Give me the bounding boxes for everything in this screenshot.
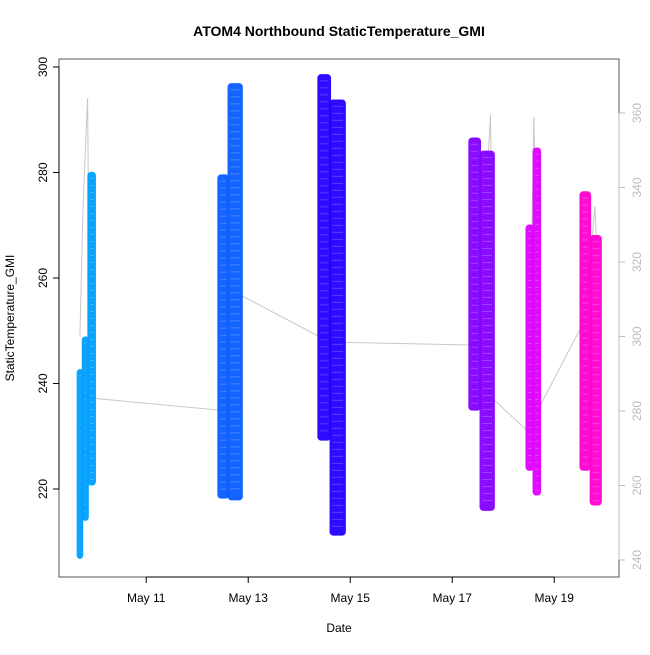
y2-tick-label: 240	[630, 550, 644, 570]
x-tick-label: May 17	[433, 591, 473, 605]
y2-tick-label: 320	[630, 252, 644, 272]
y-tick-label: 240	[36, 373, 50, 393]
flight-4-point-cluster	[479, 150, 495, 511]
flight-2-point-cluster	[217, 174, 230, 499]
x-tick-label: May 11	[127, 591, 166, 605]
x-tick-label: May 15	[331, 591, 371, 605]
flight-5-point-cluster	[532, 147, 542, 496]
flight-2-point-cluster	[227, 83, 243, 501]
y2-tick-label: 260	[630, 475, 644, 495]
y2-tick-label: 360	[630, 103, 644, 123]
x-tick-label: May 19	[535, 591, 575, 605]
flight-3-point-cluster	[329, 99, 346, 536]
y-tick-label: 280	[36, 162, 50, 182]
data-marks	[76, 74, 602, 559]
y-tick-label: 220	[36, 479, 50, 499]
x-axis-label: Date	[326, 621, 352, 635]
y2-tick-label: 280	[630, 401, 644, 421]
y2-tick-label: 300	[630, 326, 644, 346]
y-axis-label: StaticTemperature_GMI	[3, 255, 17, 382]
y-tick-label: 300	[36, 57, 50, 77]
chart-title: ATOM4 Northbound StaticTemperature_GMI	[193, 23, 485, 39]
axes: 220 240 260 280 300 240 260 280 300 320 340 360 May …	[36, 57, 644, 605]
flight-1-point-cluster	[87, 171, 96, 486]
flight-1-point-cluster	[81, 336, 89, 521]
flight-5-point-cluster	[525, 224, 535, 471]
x-tick-label: May 13	[229, 591, 269, 605]
y2-tick-label: 340	[630, 177, 644, 197]
y-tick-label: 260	[36, 268, 50, 288]
flight-6-point-cluster	[589, 235, 602, 506]
